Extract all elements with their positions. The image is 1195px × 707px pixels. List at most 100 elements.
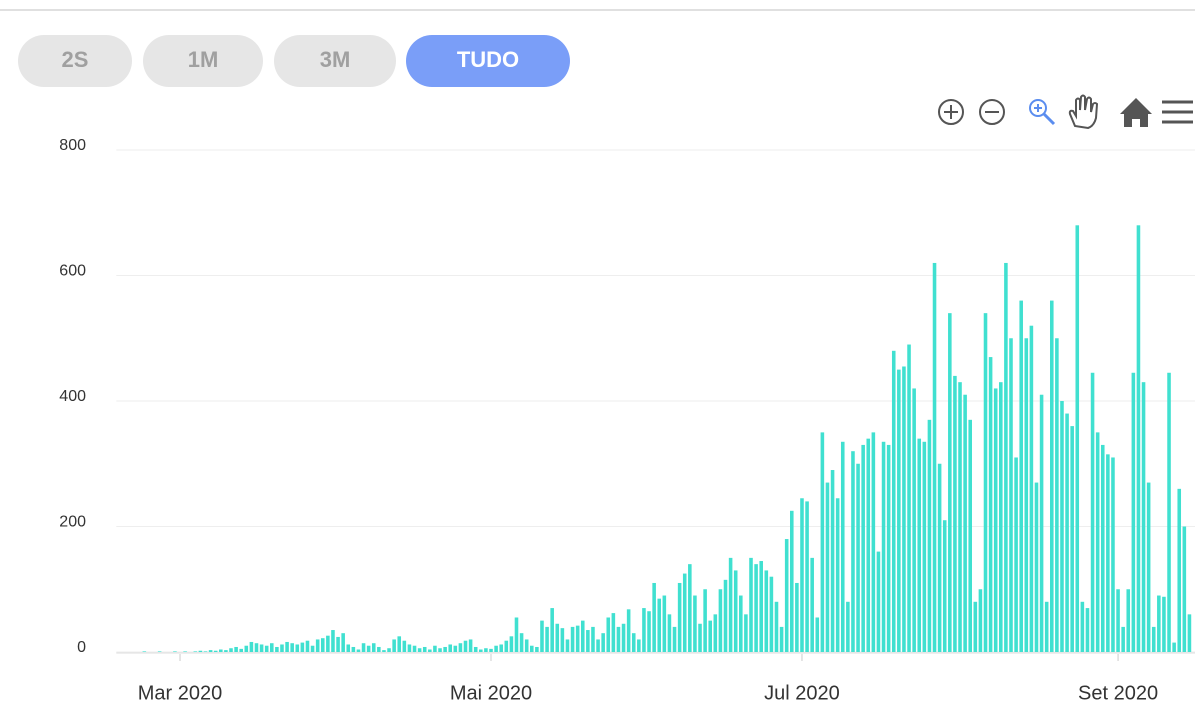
range-button[interactable] [18, 35, 132, 87]
range-button-active[interactable] [406, 35, 570, 87]
bar [1065, 413, 1069, 652]
bar [677, 582, 682, 652]
bar [499, 644, 503, 652]
bar [224, 650, 228, 652]
bar [320, 638, 325, 652]
bar [886, 444, 891, 652]
bar [1060, 401, 1064, 652]
bar [1121, 626, 1125, 652]
bar [1085, 608, 1090, 652]
bar [754, 564, 758, 652]
bar [336, 636, 340, 652]
bar [1116, 589, 1120, 652]
bar [739, 595, 743, 652]
range-button[interactable] [143, 35, 263, 87]
bar [229, 648, 233, 652]
bar [958, 382, 962, 652]
zoom-in-icon[interactable] [938, 99, 964, 125]
bar [621, 623, 626, 652]
bar [1157, 595, 1161, 652]
bar [779, 626, 784, 652]
bar [208, 650, 213, 652]
bar [642, 608, 646, 652]
bar [733, 570, 738, 652]
bar [637, 639, 641, 652]
bar [902, 366, 906, 652]
bar [907, 344, 911, 652]
y-tick-label: 0 [77, 639, 86, 656]
bar [626, 609, 631, 652]
bar [856, 463, 860, 652]
bar [504, 640, 509, 652]
bar [540, 620, 544, 652]
bar [315, 639, 320, 652]
y-tick-label: 800 [59, 137, 86, 154]
bar [784, 539, 789, 652]
bar [897, 369, 901, 652]
range-button-label: TUDO [457, 47, 519, 72]
bar [295, 644, 300, 652]
bar [1049, 300, 1054, 652]
pan-icon[interactable] [1068, 94, 1099, 130]
bar [999, 382, 1003, 652]
bar [489, 648, 493, 652]
bar [795, 582, 799, 652]
bar [203, 651, 208, 652]
bar [790, 510, 794, 652]
bar [759, 561, 763, 652]
bar [1182, 526, 1187, 652]
bar [1131, 372, 1136, 652]
bar [606, 617, 611, 652]
bar [881, 441, 886, 652]
bar [810, 557, 814, 652]
bar [1070, 426, 1074, 652]
bar [749, 557, 753, 652]
bar [769, 576, 774, 652]
bar [840, 441, 845, 652]
bar [866, 438, 871, 652]
bar [443, 646, 447, 652]
bar [458, 643, 463, 652]
bar [565, 639, 570, 652]
bar [377, 646, 381, 652]
bar [667, 614, 672, 652]
menu-icon[interactable] [1162, 100, 1193, 124]
range-button[interactable] [274, 35, 396, 87]
bar [479, 649, 483, 652]
bar [586, 630, 590, 652]
selection-zoom-icon[interactable] [1029, 99, 1056, 126]
bar [953, 375, 957, 652]
bar [530, 645, 534, 652]
bar [703, 589, 707, 652]
bar [774, 601, 779, 652]
x-tick-label: Jul 2020 [764, 682, 840, 704]
bar [968, 419, 972, 652]
bar [1019, 300, 1023, 652]
bar [234, 646, 238, 652]
bar [570, 626, 575, 652]
bar [356, 649, 361, 652]
bar [280, 644, 284, 652]
zoom-out-icon[interactable] [979, 99, 1005, 125]
bar [723, 579, 728, 652]
bar [550, 608, 554, 652]
bar [270, 643, 274, 652]
bar [264, 645, 269, 652]
bar [983, 313, 988, 652]
bar [728, 557, 733, 652]
bar [448, 644, 453, 652]
bar [830, 470, 835, 652]
bar [835, 498, 840, 652]
bar [1141, 382, 1146, 652]
bar [1034, 482, 1039, 652]
bar [173, 651, 177, 652]
bar [988, 357, 993, 652]
range-button-label: 1M [188, 47, 219, 72]
bar [662, 595, 667, 652]
bar [1029, 325, 1034, 652]
reset-icon[interactable] [1120, 98, 1152, 127]
bar [1146, 482, 1151, 652]
bar [1177, 488, 1182, 652]
bar [514, 617, 519, 652]
x-tick-label: Mai 2020 [450, 682, 532, 704]
